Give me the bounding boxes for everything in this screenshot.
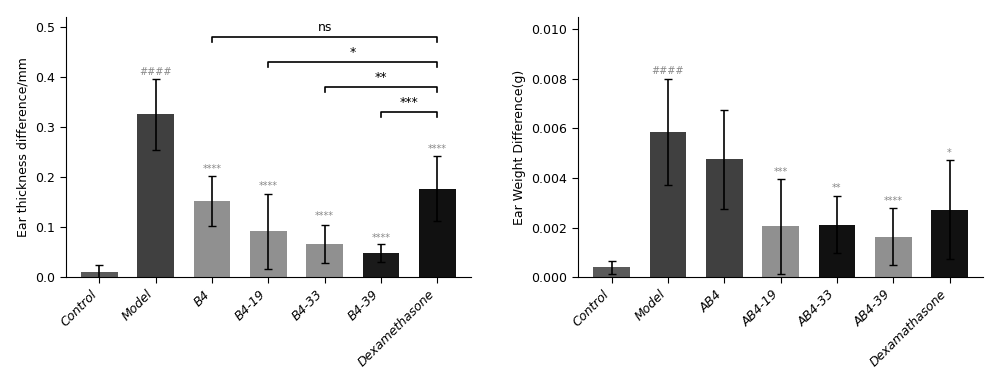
Bar [81,272,118,277]
Text: ****: **** [372,233,391,243]
Y-axis label: Ear thickness difference/mm: Ear thickness difference/mm [17,57,30,237]
Bar [194,201,230,277]
Text: ****: **** [884,196,903,206]
Bar [593,267,630,277]
Text: ****: **** [428,144,447,154]
Text: ####: #### [652,66,684,76]
Y-axis label: Ear Weight Difference(g): Ear Weight Difference(g) [513,69,526,225]
Bar [762,227,799,277]
Bar [875,237,912,277]
Bar [137,114,174,277]
Bar [819,225,855,277]
Text: ****: **** [259,181,278,191]
Text: ***: *** [773,167,788,177]
Text: *: * [350,46,356,59]
Bar [931,210,968,277]
Bar [419,189,456,277]
Text: ns: ns [318,21,332,34]
Text: ****: **** [315,211,334,221]
Bar [306,244,343,277]
Text: **: ** [832,183,842,193]
Text: ####: #### [140,67,172,77]
Bar [250,231,287,277]
Bar [363,253,399,277]
Text: **: ** [375,71,387,84]
Text: ***: *** [400,96,419,109]
Text: *: * [947,148,952,157]
Bar [706,159,743,277]
Text: ****: **** [203,164,222,174]
Bar [650,132,686,277]
